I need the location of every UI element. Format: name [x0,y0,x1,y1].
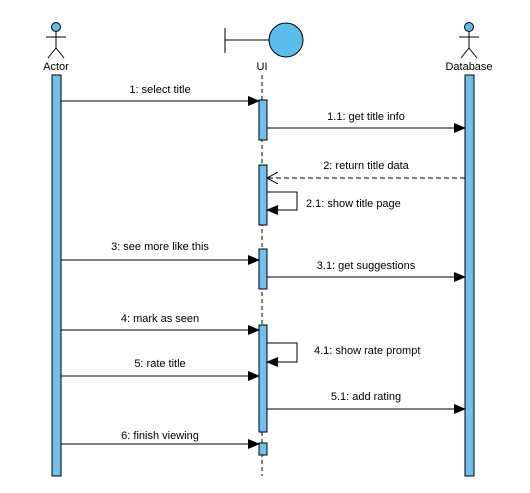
actor-lifeline-bar [51,74,62,477]
message-3-1[interactable]: 3.1: get suggestions [267,260,466,282]
message-6[interactable]: 6: finish viewing [61,430,260,449]
message-label: 3: see more like this [111,241,209,253]
message-5-1[interactable]: 5.1: add rating [267,391,466,414]
ui-activation-bar [258,442,268,456]
message-2-1[interactable]: 2.1: show title page [266,191,401,215]
message-label: 2.1: show title page [306,198,401,210]
message-label: 2: return title data [323,160,409,172]
message-label: 4.1: show rate prompt [314,345,420,357]
participant-actor[interactable]: Actor [43,22,69,74]
boundary-icon [224,22,304,58]
participant-label: Database [445,61,492,73]
message-label: 4: mark as seen [121,313,199,325]
message-3[interactable]: 3: see more like this [61,241,260,265]
message-label: 6: finish viewing [121,430,199,442]
message-4[interactable]: 4: mark as seen [61,313,260,335]
message-label: 5: rate title [134,358,185,370]
message-label: 5.1: add rating [331,391,401,403]
participant-ui[interactable]: UI [224,22,304,73]
message-2[interactable]: 2: return title data [267,160,465,178]
message-label: 3.1: get suggestions [317,260,416,272]
actor-figure-icon [459,22,479,59]
ui-activation-bar [258,164,268,226]
ui-activation-bar [258,99,268,141]
participant-label: Actor [43,61,69,73]
message-1-1[interactable]: 1.1: get title info [267,111,466,133]
message-5[interactable]: 5: rate title [61,358,260,381]
database-lifeline-bar [464,74,475,477]
ui-activation-bar [258,324,268,433]
participant-database[interactable]: Database [445,22,493,74]
participant-label: UI [257,61,268,73]
message-label: 1: select title [129,84,190,96]
ui-activation-bar [258,248,268,290]
message-4-1[interactable]: 4.1: show rate prompt [266,342,420,367]
message-1[interactable]: 1: select title [61,84,260,106]
message-label: 1.1: get title info [327,111,405,123]
actor-figure-icon [46,22,66,59]
